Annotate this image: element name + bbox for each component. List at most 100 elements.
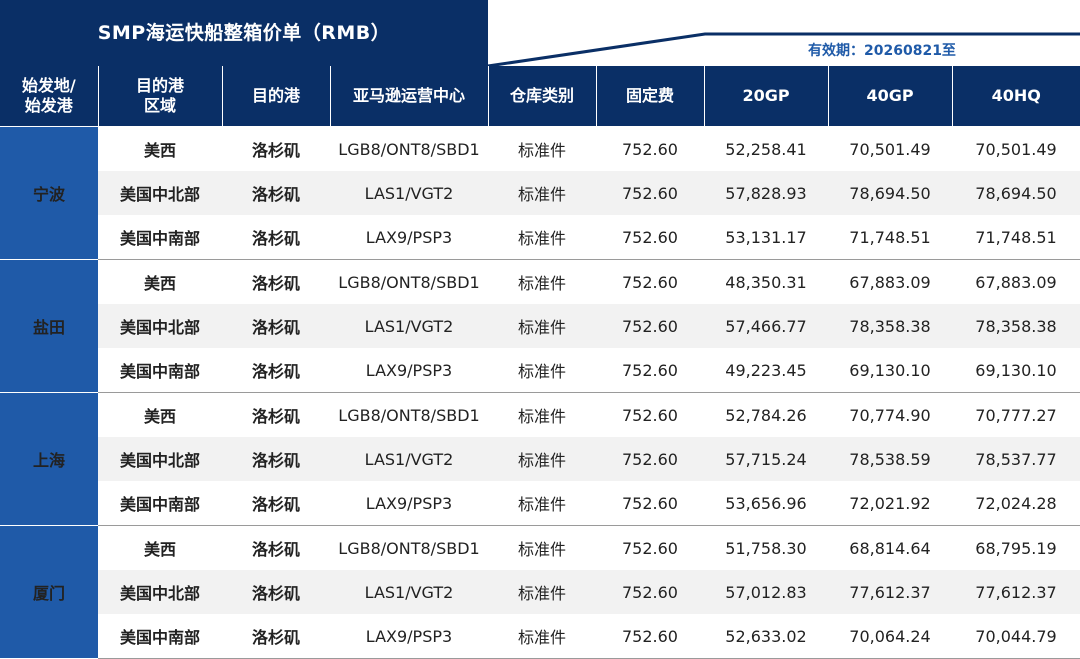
price-table: 始发地/始发港 目的港 区域 目的港 亚马逊运营中心 仓库类别 固定费 20GP … (0, 66, 1080, 659)
port-cell: 洛杉矶 (251, 274, 300, 293)
region-cell: 美西 (143, 407, 176, 426)
amazon-center-cell: LAX9/PSP3 (330, 348, 488, 393)
port-cell: 洛杉矶 (251, 407, 300, 426)
port-cell: 洛杉矶 (251, 141, 300, 160)
amazon-center-cell: LGB8/ONT8/SBD1 (338, 538, 480, 558)
price-40gp-cell: 70,501.49 (849, 139, 931, 159)
warehouse-type-cell: 标准件 (517, 407, 566, 426)
region-cell: 美国中北部 (98, 304, 222, 348)
fixed-fee-cell: 752.60 (596, 570, 704, 614)
fixed-fee-cell: 752.60 (596, 171, 704, 215)
table-body: 宁波 美西 洛杉矶 LGB8/ONT8/SBD1 标准件 752.60 52,258.41 7… (0, 126, 1080, 659)
origin-cell: 宁波 (0, 126, 98, 260)
table-row: 上海 美西 洛杉矶 LGB8/ONT8/SBD1 标准件 752.60 52,784.26 7… (0, 392, 1080, 526)
price-20gp-cell: 49,223.45 (704, 348, 828, 393)
table-row: 美国中南部 洛杉矶 LAX9/PSP3 标准件 752.60 52,633.02 70,06… (0, 614, 1080, 659)
table-row: 宁波 美西 洛杉矶 LGB8/ONT8/SBD1 标准件 752.60 52,258.41 7… (0, 126, 1080, 260)
price-40gp-cell: 68,814.64 (849, 538, 931, 558)
price-40hq-cell: 78,537.77 (952, 437, 1080, 481)
fixed-fee-cell: 752.60 (596, 215, 704, 260)
fixed-fee-cell: 752.60 (622, 405, 678, 425)
amazon-center-cell: LAS1/VGT2 (330, 437, 488, 481)
price-20gp-cell: 57,466.77 (704, 304, 828, 348)
region-cell: 美国中北部 (98, 437, 222, 481)
header-40hq: 40HQ (951, 66, 1080, 127)
price-40hq-cell: 69,130.10 (952, 348, 1080, 393)
price-20gp-cell: 52,633.02 (704, 614, 828, 659)
warehouse-type-cell: 标准件 (488, 570, 596, 614)
amazon-center-cell: LGB8/ONT8/SBD1 (338, 272, 480, 292)
table-row: 美国中北部 洛杉矶 LAS1/VGT2 标准件 752.60 57,828.93 78,69… (0, 171, 1080, 215)
price-40hq-cell: 71,748.51 (952, 215, 1080, 260)
port-cell: 洛杉矶 (222, 437, 330, 481)
header-fixed-fee: 固定费 (595, 66, 704, 127)
amazon-center-cell: LGB8/ONT8/SBD1 (338, 405, 480, 425)
region-cell: 美国中南部 (98, 614, 222, 659)
region-cell: 美国中南部 (98, 348, 222, 393)
fixed-fee-cell: 752.60 (622, 538, 678, 558)
price-40hq-cell: 72,024.28 (952, 481, 1080, 526)
table-row: 盐田 美西 洛杉矶 LGB8/ONT8/SBD1 标准件 752.60 48,350.31 6… (0, 259, 1080, 393)
price-20gp-cell: 57,828.93 (704, 171, 828, 215)
price-40gp-cell: 78,538.59 (828, 437, 952, 481)
port-cell: 洛杉矶 (222, 171, 330, 215)
port-cell: 洛杉矶 (222, 570, 330, 614)
validity-date: 有效期：20260821至 (808, 43, 956, 59)
amazon-center-cell: LAX9/PSP3 (330, 481, 488, 526)
port-cell: 洛杉矶 (222, 215, 330, 260)
port-cell: 洛杉矶 (222, 614, 330, 659)
fixed-fee-cell: 752.60 (596, 481, 704, 526)
port-cell: 洛杉矶 (222, 304, 330, 348)
port-cell: 洛杉矶 (222, 481, 330, 526)
port-cell: 洛杉矶 (222, 348, 330, 393)
region-cell: 美国中北部 (98, 171, 222, 215)
region-cell: 美国中南部 (98, 481, 222, 526)
amazon-center-cell: LAX9/PSP3 (330, 215, 488, 260)
region-cell: 美国中南部 (98, 215, 222, 260)
fixed-fee-cell: 752.60 (622, 139, 678, 159)
origin-cell: 上海 (0, 392, 98, 526)
price-40gp-cell: 71,748.51 (828, 215, 952, 260)
header-port: 目的港 (221, 66, 330, 127)
table-row: 美国中南部 洛杉矶 LAX9/PSP3 标准件 752.60 53,656.96 72,02… (0, 481, 1080, 526)
price-40hq-cell: 78,694.50 (952, 171, 1080, 215)
price-20gp-cell: 51,758.30 (725, 538, 807, 558)
price-20gp-cell: 53,656.96 (704, 481, 828, 526)
warehouse-type-cell: 标准件 (488, 437, 596, 481)
price-40hq-cell: 77,612.37 (952, 570, 1080, 614)
amazon-center-cell: LGB8/ONT8/SBD1 (338, 139, 480, 159)
warehouse-type-cell: 标准件 (488, 215, 596, 260)
table-row: 美国中北部 洛杉矶 LAS1/VGT2 标准件 752.60 57,012.83 77,61… (0, 570, 1080, 614)
table-header-row: 始发地/始发港 目的港 区域 目的港 亚马逊运营中心 仓库类别 固定费 20GP … (0, 66, 1080, 127)
price-40hq-cell: 67,883.09 (975, 272, 1057, 292)
header-decoration-line (487, 32, 1080, 66)
region-cell: 美西 (143, 540, 176, 559)
table-row: 美国中南部 洛杉矶 LAX9/PSP3 标准件 752.60 53,131.17 71,74… (0, 215, 1080, 260)
price-20gp-cell: 52,258.41 (725, 139, 807, 159)
price-40gp-cell: 78,694.50 (828, 171, 952, 215)
price-20gp-cell: 57,012.83 (704, 570, 828, 614)
price-20gp-cell: 57,715.24 (704, 437, 828, 481)
table-row: 美国中北部 洛杉矶 LAS1/VGT2 标准件 752.60 57,466.77 78,35… (0, 304, 1080, 348)
price-40hq-cell: 78,358.38 (952, 304, 1080, 348)
header-40gp: 40GP (827, 66, 952, 127)
table-row: 美国中南部 洛杉矶 LAX9/PSP3 标准件 752.60 49,223.45 69,13… (0, 348, 1080, 393)
warehouse-type-cell: 标准件 (517, 540, 566, 559)
fixed-fee-cell: 752.60 (596, 437, 704, 481)
warehouse-type-cell: 标准件 (488, 304, 596, 348)
amazon-center-cell: LAS1/VGT2 (330, 304, 488, 348)
fixed-fee-cell: 752.60 (596, 614, 704, 659)
warehouse-type-cell: 标准件 (517, 141, 566, 160)
fixed-fee-cell: 752.60 (596, 348, 704, 393)
amazon-center-cell: LAS1/VGT2 (330, 171, 488, 215)
port-cell: 洛杉矶 (251, 540, 300, 559)
price-40gp-cell: 70,064.24 (828, 614, 952, 659)
header-warehouse-type: 仓库类别 (487, 66, 596, 127)
fixed-fee-cell: 752.60 (596, 304, 704, 348)
price-40gp-cell: 67,883.09 (849, 272, 931, 292)
price-40gp-cell: 72,021.92 (828, 481, 952, 526)
warehouse-type-cell: 标准件 (488, 348, 596, 393)
warehouse-type-cell: 标准件 (488, 171, 596, 215)
region-cell: 美国中北部 (98, 570, 222, 614)
price-40gp-cell: 70,774.90 (849, 405, 931, 425)
